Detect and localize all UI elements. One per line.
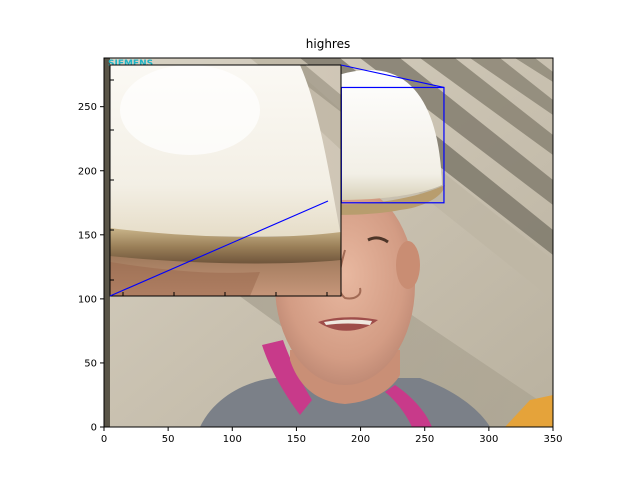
x-tick-label: 350 bbox=[543, 434, 562, 445]
x-tick-label: 200 bbox=[351, 434, 370, 445]
connector-top bbox=[340, 64, 445, 89]
y-tick-label: 200 bbox=[78, 166, 97, 177]
y-tick-label: 250 bbox=[78, 102, 97, 113]
x-tick-label: 100 bbox=[223, 434, 242, 445]
inset-axes bbox=[109, 64, 342, 297]
eye-right bbox=[367, 236, 389, 244]
y-tick-label: 0 bbox=[91, 423, 97, 434]
x-axis: 0 50 100 150 200 250 300 350 bbox=[101, 427, 563, 445]
ear bbox=[396, 241, 420, 289]
yellow-object bbox=[505, 395, 553, 427]
inset-ticks bbox=[110, 79, 328, 296]
x-tick-label: 0 bbox=[101, 434, 107, 445]
teeth bbox=[324, 319, 372, 325]
left-edge-strip bbox=[104, 58, 110, 427]
y-tick-label: 100 bbox=[78, 294, 97, 305]
zoom-connectors bbox=[109, 64, 445, 297]
y-tick-label: 50 bbox=[84, 358, 97, 369]
connector-bottom bbox=[109, 200, 329, 297]
collar-right bbox=[385, 385, 432, 427]
x-tick-label: 300 bbox=[479, 434, 498, 445]
x-tick-label: 50 bbox=[162, 434, 175, 445]
main-axes-frame bbox=[103, 57, 554, 428]
y-tick-label: 150 bbox=[78, 230, 97, 241]
inset-image bbox=[110, 65, 341, 296]
chart-title: highres bbox=[306, 37, 350, 51]
y-axis: 0 50 100 150 200 250 bbox=[78, 102, 104, 434]
x-tick-label: 150 bbox=[287, 434, 306, 445]
watermark-logo: SIEMENS bbox=[108, 59, 153, 69]
collar-left bbox=[262, 340, 312, 415]
x-tick-label: 250 bbox=[415, 434, 434, 445]
